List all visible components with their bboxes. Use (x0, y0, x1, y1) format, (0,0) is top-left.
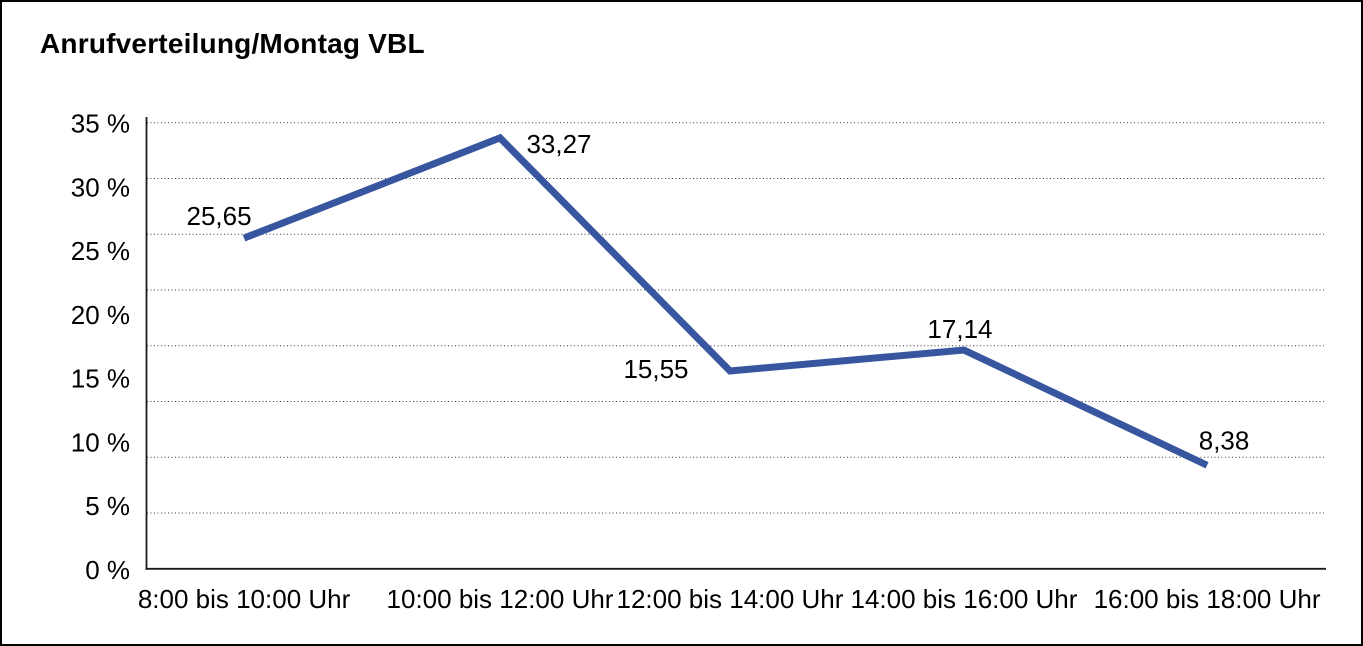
data-point-label: 15,55 (623, 354, 688, 384)
y-tick-label: 35 % (71, 109, 130, 139)
x-category-label: 12:00 bis 14:00 Uhr (617, 584, 844, 614)
y-tick-label: 15 % (71, 364, 130, 394)
data-point-label: 17,14 (927, 314, 992, 344)
data-point-label: 33,27 (526, 129, 591, 159)
data-series-line (242, 133, 1209, 469)
chart-title: Anrufverteilung/Montag VBL (40, 28, 425, 59)
y-tick-label: 10 % (71, 427, 130, 457)
data-point-label: 8,38 (1199, 425, 1250, 455)
data-point-label: 25,65 (187, 201, 252, 231)
y-tick-label: 20 % (71, 300, 130, 330)
x-category-label: 14:00 bis 16:00 Uhr (851, 584, 1078, 614)
x-category-label: 8:00 bis 10:00 Uhr (138, 584, 351, 614)
y-tick-label: 25 % (71, 236, 130, 266)
x-category-label: 10:00 bis 12:00 Uhr (387, 584, 614, 614)
y-tick-label: 0 % (85, 555, 130, 585)
y-tick-label: 5 % (85, 491, 130, 521)
y-tick-label: 30 % (71, 172, 130, 202)
x-category-label: 16:00 bis 18:00 Uhr (1094, 584, 1321, 614)
